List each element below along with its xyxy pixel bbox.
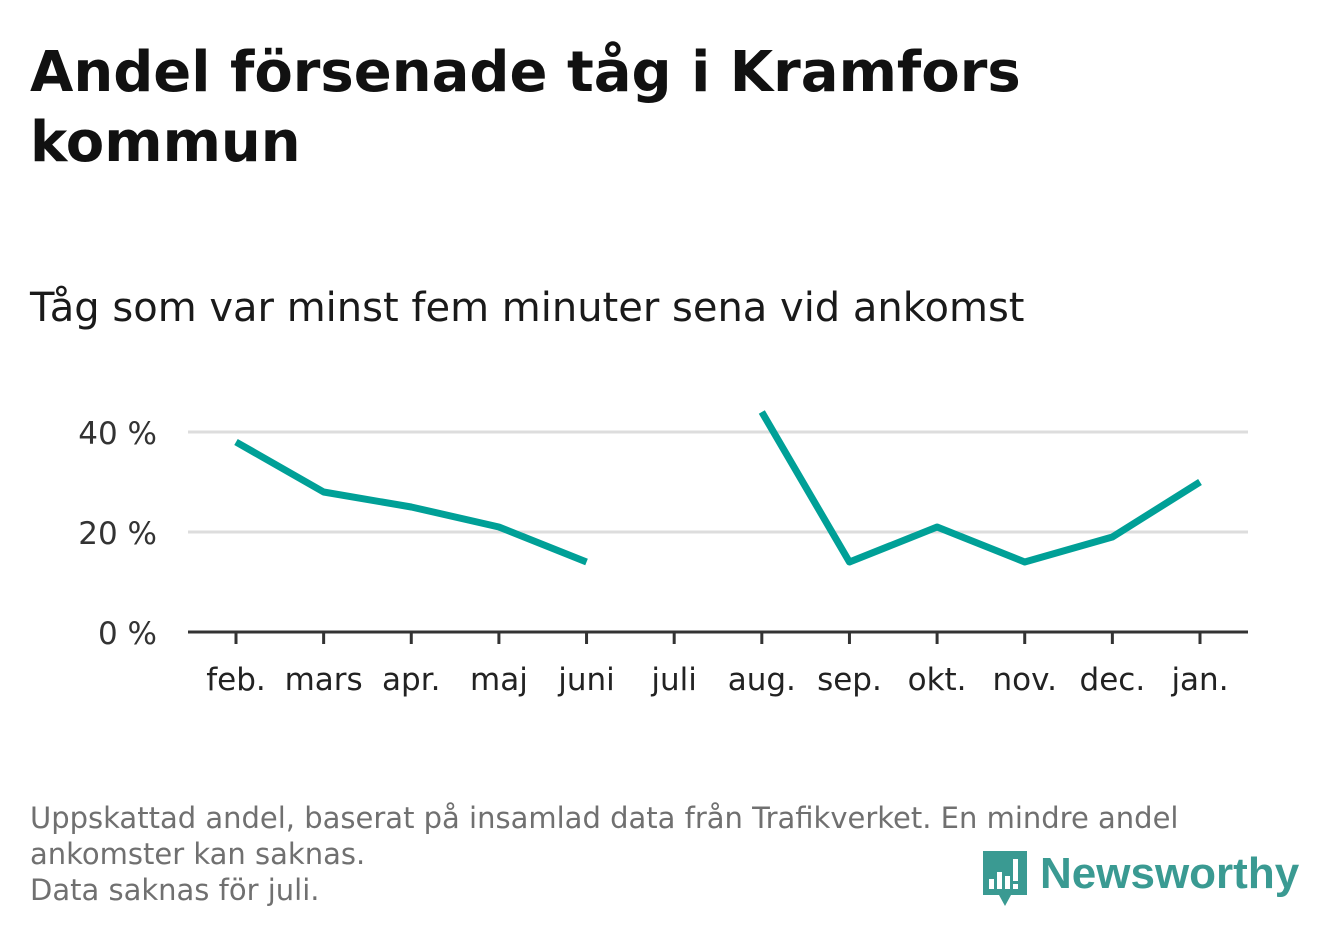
x-tick-label: nov.	[993, 662, 1057, 698]
x-tick-label: aug.	[728, 662, 796, 698]
footnote-line: Uppskattad andel, baserat på insamlad da…	[30, 801, 1179, 835]
newsworthy-logo: Newsworthy	[980, 848, 1299, 912]
grid-lines	[188, 430, 1248, 534]
series-lines	[234, 410, 1202, 566]
x-tick-label: mars	[285, 662, 363, 698]
y-axis-labels: 0 % 20 % 40 %	[78, 416, 157, 652]
x-axis	[188, 630, 1248, 644]
x-tick-label: juni	[557, 662, 615, 698]
logo-text: Newsworthy	[1040, 849, 1300, 898]
x-tick-label: sep.	[817, 662, 882, 698]
footnote: Uppskattad andel, baserat på insamlad da…	[30, 800, 1280, 908]
x-tick-label: apr.	[382, 662, 440, 698]
series-line	[758, 410, 1202, 566]
x-tick-label: feb.	[206, 662, 266, 698]
line-chart: 0 % 20 % 40 % feb. mars apr. maj juni juli aug. s…	[78, 410, 1248, 698]
x-tick-label: maj	[470, 662, 528, 698]
y-tick-label: 0 %	[98, 616, 157, 652]
x-tick-label: okt.	[908, 662, 967, 698]
x-tick-label: dec.	[1080, 662, 1146, 698]
y-tick-label: 40 %	[78, 416, 157, 452]
series-line	[234, 438, 588, 566]
footnote-line: ankomster kan saknas.	[30, 837, 366, 871]
newsworthy-logo-icon	[983, 851, 1027, 906]
x-tick-label: jan.	[1170, 662, 1228, 698]
footnote-line: Data saknas för juli.	[30, 873, 320, 907]
chart-title: Andel försenade tåg i Kramfors kommun	[30, 40, 1021, 175]
x-tick-label: juli	[650, 662, 697, 698]
chart-subtitle: Tåg som var minst fem minuter sena vid a…	[30, 285, 1025, 331]
x-axis-labels: feb. mars apr. maj juni juli aug. sep. okt. nov. d…	[206, 662, 1228, 698]
y-tick-label: 20 %	[78, 516, 157, 552]
